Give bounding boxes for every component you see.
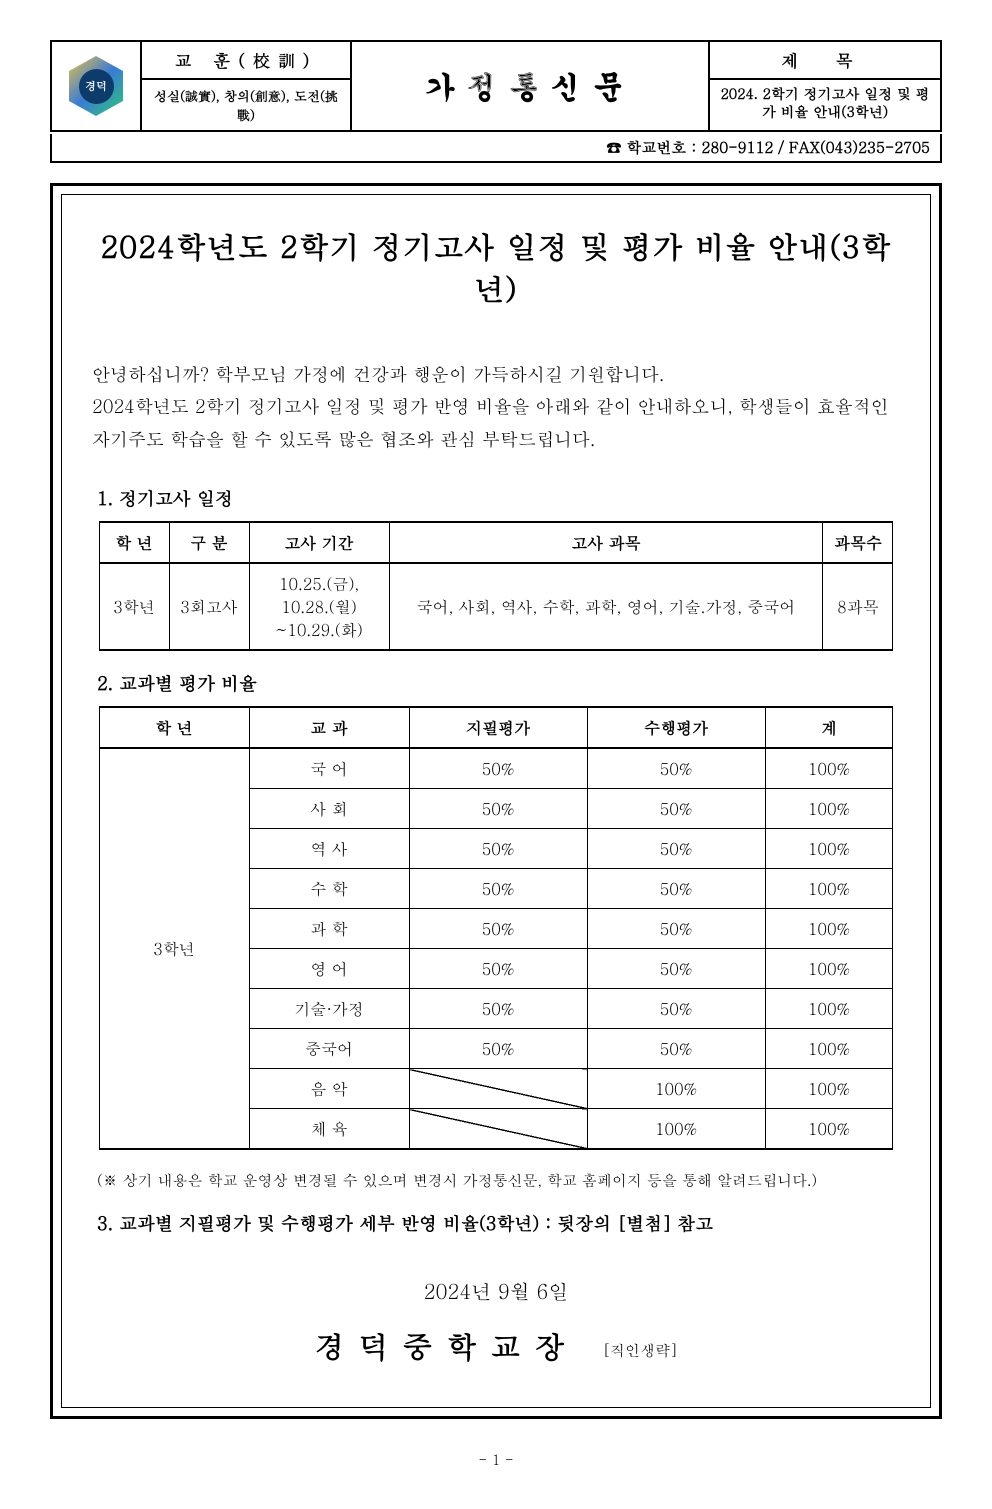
motto-block: 교 훈(校訓) 성실(誠實), 창의(創意), 도전(挑戰) [142,42,352,130]
ratio-total: 100% [765,829,893,869]
closing-date: 2024년 9월 6일 [82,1276,910,1305]
sched-col-grade: 학 년 [99,522,169,563]
ratio-total: 100% [765,989,893,1029]
ratio-subject: 영 어 [249,949,409,989]
ratio-subject: 수 학 [249,869,409,909]
ratio-subject: 사 회 [249,789,409,829]
ratio-grade-cell: 3학년 [99,748,249,1149]
logo-cell: 경덕 [52,42,142,130]
ratio-written: 50% [409,748,587,789]
ratio-subject: 기술·가정 [249,989,409,1029]
ratio-perf: 50% [587,869,765,909]
main-outer-box: 2024학년도 2학기 정기고사 일정 및 평가 비율 안내(3학년) 안녕하십… [50,183,942,1419]
motto-label: 교 훈(校訓) [142,42,350,80]
logo-text: 경덕 [79,69,114,104]
footnote: (※ 상기 내용은 학교 운영상 변경될 수 있으며 변경시 가정통신문, 학교… [97,1170,895,1191]
sched-col-subjects: 고사 과목 [389,522,823,563]
intro-line-2: 2024학년도 2학기 정기고사 일정 및 평가 반영 비율을 아래와 같이 안… [92,391,900,456]
title-sub: 2024. 2학기 정기고사 일정 및 평가 비율 안내(3학년) [710,80,940,124]
signature: 경덕중학교장 [직인생략] [82,1325,910,1367]
intro-line-1: 안녕하십니까? 학부모님 가정에 건강과 행운이 가득하시길 기원합니다. [92,359,900,391]
main-title: 2024학년도 2학기 정기고사 일정 및 평가 비율 안내(3학년) [82,225,910,309]
main-inner-box: 2024학년도 2학기 정기고사 일정 및 평가 비율 안내(3학년) 안녕하십… [61,194,931,1408]
contact-line: ☎ 학교번호 : 280-9112 / FAX(043)235-2705 [50,134,942,163]
ratio-perf: 100% [587,1109,765,1150]
sched-period: 10.25.(금), 10.28.(월) ~10.29.(화) [249,563,389,650]
sched-col-count: 과목수 [823,522,893,563]
ratio-total: 100% [765,1029,893,1069]
ratio-written [409,1069,587,1109]
ratio-written: 50% [409,789,587,829]
section-2-heading: 2. 교과별 평가 비율 [97,671,910,696]
sched-col-gubun: 구 분 [169,522,249,563]
ratio-perf: 50% [587,748,765,789]
ratio-subject: 국 어 [249,748,409,789]
ratio-subject: 중국어 [249,1029,409,1069]
ratio-total: 100% [765,748,893,789]
intro-text: 안녕하십니까? 학부모님 가정에 건강과 행운이 가득하시길 기원합니다. 20… [82,359,910,456]
ratio-written: 50% [409,1029,587,1069]
section-3-heading: 3. 교과별 지필평가 및 수행평가 세부 반영 비율(3학년) : 뒷장의 [… [97,1211,910,1236]
sched-subjects: 국어, 사회, 역사, 수학, 과학, 영어, 기술.가정, 중국어 [389,563,823,650]
ratio-table: 학 년 교 과 지필평가 수행평가 계 3학년국 어50%50%100%사 회5… [99,706,894,1150]
ratio-perf: 50% [587,949,765,989]
title-block: 제 목 2024. 2학기 정기고사 일정 및 평가 비율 안내(3학년) [710,42,940,130]
ratio-row: 3학년국 어50%50%100% [99,748,893,789]
sched-gubun: 3회고사 [169,563,249,650]
ratio-col-subject: 교 과 [249,707,409,748]
ratio-written [409,1109,587,1150]
title-label: 제 목 [710,42,940,80]
ratio-total: 100% [765,909,893,949]
ratio-subject: 과 학 [249,909,409,949]
ratio-total: 100% [765,1069,893,1109]
ratio-written: 50% [409,949,587,989]
ratio-perf: 50% [587,989,765,1029]
ratio-perf: 100% [587,1069,765,1109]
center-title: 가정통신문 [352,42,710,130]
header-block: 경덕 교 훈(校訓) 성실(誠實), 창의(創意), 도전(挑戰) 가정통신문 … [50,40,942,132]
sched-grade: 3학년 [99,563,169,650]
ratio-written: 50% [409,869,587,909]
ratio-total: 100% [765,789,893,829]
signature-small: [직인생략] [603,1340,678,1361]
section-1-heading: 1. 정기고사 일정 [97,486,910,511]
ratio-subject: 음 악 [249,1069,409,1109]
schedule-row: 3학년 3회고사 10.25.(금), 10.28.(월) ~10.29.(화)… [99,563,893,650]
ratio-written: 50% [409,989,587,1029]
ratio-total: 100% [765,869,893,909]
ratio-perf: 50% [587,1029,765,1069]
ratio-perf: 50% [587,829,765,869]
ratio-subject: 체 육 [249,1109,409,1150]
ratio-written: 50% [409,829,587,869]
ratio-perf: 50% [587,789,765,829]
ratio-subject: 역 사 [249,829,409,869]
ratio-col-written: 지필평가 [409,707,587,748]
motto-text: 성실(誠實), 창의(創意), 도전(挑戰) [142,80,350,130]
page-number: - 1 - [50,1449,942,1469]
ratio-total: 100% [765,1109,893,1150]
schedule-table: 학 년 구 분 고사 기간 고사 과목 과목수 3학년 3회고사 10.25.(… [99,521,894,651]
school-logo: 경덕 [66,56,126,116]
ratio-col-total: 계 [765,707,893,748]
ratio-written: 50% [409,909,587,949]
ratio-col-grade: 학 년 [99,707,249,748]
sched-count: 8과목 [823,563,893,650]
ratio-total: 100% [765,949,893,989]
ratio-perf: 50% [587,909,765,949]
signature-main: 경덕중학교장 [315,1325,579,1367]
ratio-col-perf: 수행평가 [587,707,765,748]
sched-col-period: 고사 기간 [249,522,389,563]
